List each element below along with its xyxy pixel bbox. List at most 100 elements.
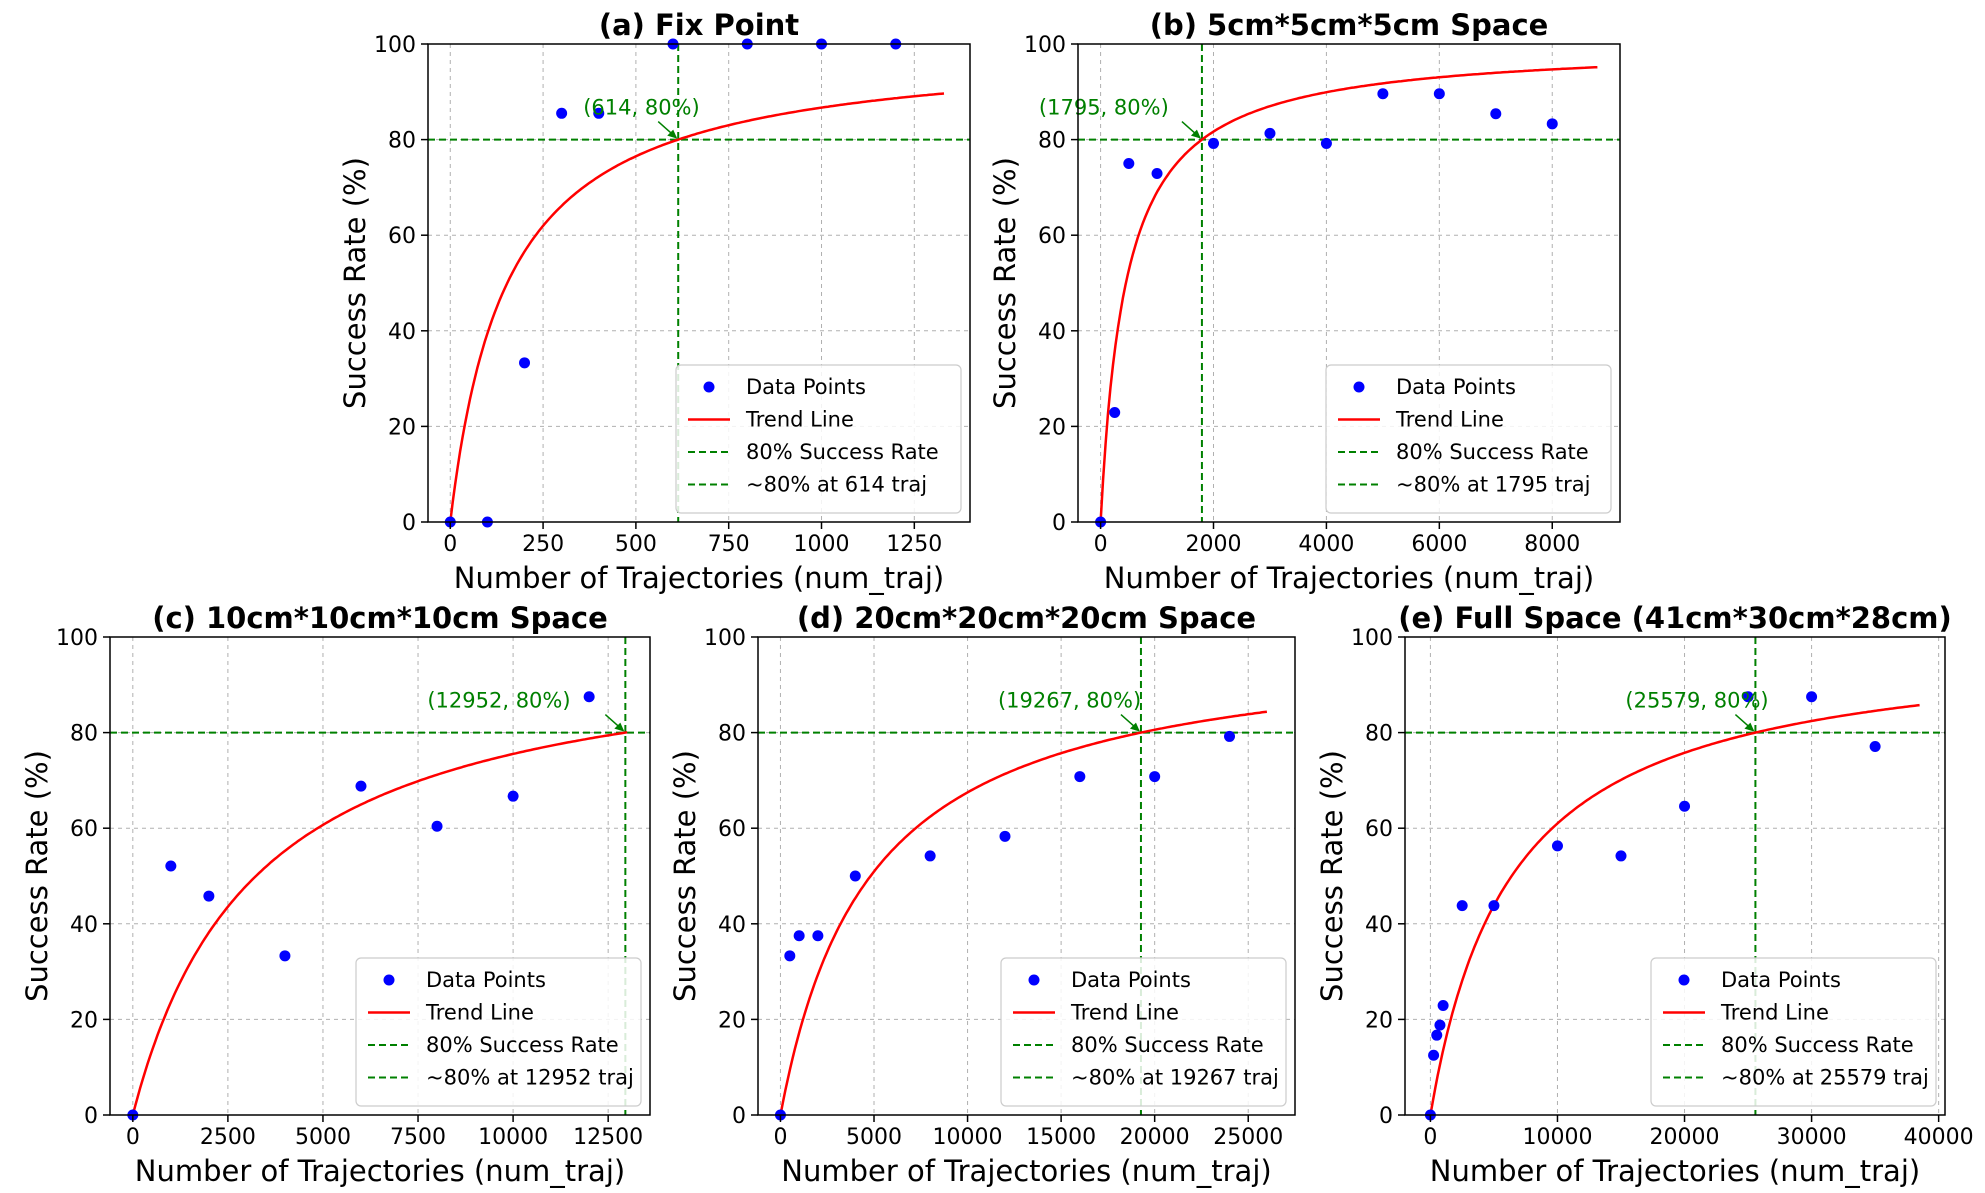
y-tick-label: 20 — [70, 1008, 98, 1033]
x-tick-label: 5000 — [846, 1125, 902, 1150]
y-tick-label: 60 — [1038, 224, 1066, 249]
data-point — [849, 870, 861, 882]
data-point — [593, 107, 605, 119]
y-tick-label: 0 — [1379, 1104, 1393, 1129]
legend-box — [1325, 364, 1612, 514]
x-axis-label: Number of Trajectories (num_traj) — [1104, 561, 1594, 595]
x-tick-label: 2500 — [200, 1125, 256, 1150]
legend: Data Points Trend Line 80% Success Rate ~80… — [1325, 364, 1612, 514]
y-tick-label: 100 — [1351, 626, 1393, 651]
annotation-arrowhead — [1190, 129, 1201, 139]
data-point — [1615, 850, 1627, 862]
x-tick-label: 8000 — [1524, 532, 1580, 557]
x-tick-label: 750 — [708, 532, 750, 557]
x-tick-label: 5000 — [295, 1125, 351, 1150]
data-point — [1433, 88, 1445, 100]
data-point — [1123, 158, 1135, 169]
x-tick-label: 10000 — [1522, 1125, 1592, 1150]
legend-label: Trend Line — [1395, 408, 1504, 432]
y-axis-label: Success Rate (%) — [338, 157, 372, 409]
legend-marker-data-points — [383, 974, 395, 986]
y-tick-label: 60 — [718, 817, 746, 842]
x-tick-label: 0 — [773, 1125, 787, 1150]
data-point — [1456, 900, 1468, 912]
y-axis-label: Success Rate (%) — [668, 750, 702, 1002]
y-tick-label: 80 — [1365, 722, 1393, 747]
data-point — [1434, 1019, 1446, 1031]
axes-frame — [1404, 636, 1946, 1116]
legend-label: Trend Line — [425, 1001, 534, 1025]
x-tick-label: 10000 — [478, 1125, 548, 1150]
x-tick-label: 20000 — [1120, 1125, 1190, 1150]
annotation-label: (1795, 80%) — [1039, 96, 1169, 120]
x-tick-label: 1000 — [794, 532, 850, 557]
x-tick-label: 12500 — [573, 1125, 643, 1150]
y-tick-label: 40 — [388, 320, 416, 345]
x-tick-label: 40000 — [1904, 1125, 1974, 1150]
annotation-arrowhead — [1129, 722, 1140, 732]
legend-box — [1000, 957, 1287, 1107]
legend: Data Points Trend Line 80% Success Rate ~80… — [1000, 957, 1287, 1107]
y-tick-label: 100 — [56, 626, 98, 651]
data-point — [1109, 407, 1121, 419]
legend-label: Data Points — [426, 968, 546, 992]
data-point — [1320, 137, 1332, 149]
legend-label: Trend Line — [745, 408, 854, 432]
x-tick-label: 0 — [1094, 532, 1108, 557]
y-axis-label: Success Rate (%) — [1315, 750, 1349, 1002]
y-tick-label: 40 — [1365, 913, 1393, 938]
data-point — [793, 930, 805, 942]
trend-line — [449, 92, 945, 523]
data-point — [1490, 108, 1502, 120]
data-point — [583, 691, 595, 703]
y-tick-label: 40 — [718, 913, 746, 938]
annotation-arrowhead — [1744, 722, 1755, 732]
x-tick-label: 30000 — [1777, 1125, 1847, 1150]
y-tick-label: 80 — [1038, 129, 1066, 154]
y-tick-label: 60 — [1365, 817, 1393, 842]
chart-panel-5: (25579, 80%) 0 10000 20000 30000 40000 0 20 40 60… — [1315, 601, 1974, 1188]
legend-box — [355, 957, 642, 1107]
x-tick-label: 2000 — [1186, 532, 1242, 557]
data-point — [1742, 691, 1754, 703]
y-tick-label: 20 — [1365, 1008, 1393, 1033]
data-point — [1074, 771, 1086, 783]
legend: Data Points Trend Line 80% Success Rate ~80… — [355, 957, 642, 1107]
axes-frame — [757, 636, 1296, 1116]
data-point — [556, 107, 568, 119]
annotation-label: (19267, 80%) — [998, 689, 1141, 713]
legend-label: ~80% at 12952 traj — [426, 1066, 634, 1090]
data-point — [203, 890, 215, 902]
chart-panel-1: (614, 80%) 0 250 500 750 1000 1250 0 20 40 60 80 100… — [338, 8, 971, 595]
chart-title: (a) Fix Point — [599, 8, 799, 42]
y-axis-label: Success Rate (%) — [20, 750, 54, 1002]
legend-label: Trend Line — [1070, 1001, 1179, 1025]
data-point — [1149, 771, 1161, 783]
x-tick-label: 0 — [126, 1125, 140, 1150]
legend-label: Data Points — [1071, 968, 1191, 992]
chart-title: (e) Full Space (41cm*30cm*28cm) — [1398, 601, 1952, 635]
y-axis-label: Success Rate (%) — [988, 157, 1022, 409]
data-point — [519, 357, 531, 369]
x-tick-label: 20000 — [1650, 1125, 1720, 1150]
y-tick-label: 80 — [388, 129, 416, 154]
x-axis-label: Number of Trajectories (num_traj) — [781, 1154, 1271, 1188]
legend-marker-data-points — [1028, 974, 1040, 986]
data-point — [1264, 127, 1276, 139]
y-tick-label: 80 — [718, 722, 746, 747]
trend-line — [1429, 703, 1920, 1116]
data-point — [812, 930, 824, 942]
annotation-label: (25579, 80%) — [1625, 689, 1768, 713]
legend-label: ~80% at 25579 traj — [1721, 1066, 1929, 1090]
y-tick-label: 80 — [70, 722, 98, 747]
data-point — [1437, 1000, 1449, 1012]
axes-frame — [109, 636, 651, 1116]
data-point — [924, 850, 936, 862]
legend-label: Trend Line — [1720, 1001, 1829, 1025]
data-point — [784, 950, 796, 962]
annotation-arrowhead — [667, 129, 678, 139]
legend-label: 80% Success Rate — [1396, 440, 1589, 464]
annotation-label: (12952, 80%) — [427, 689, 570, 713]
data-point — [1551, 840, 1563, 852]
